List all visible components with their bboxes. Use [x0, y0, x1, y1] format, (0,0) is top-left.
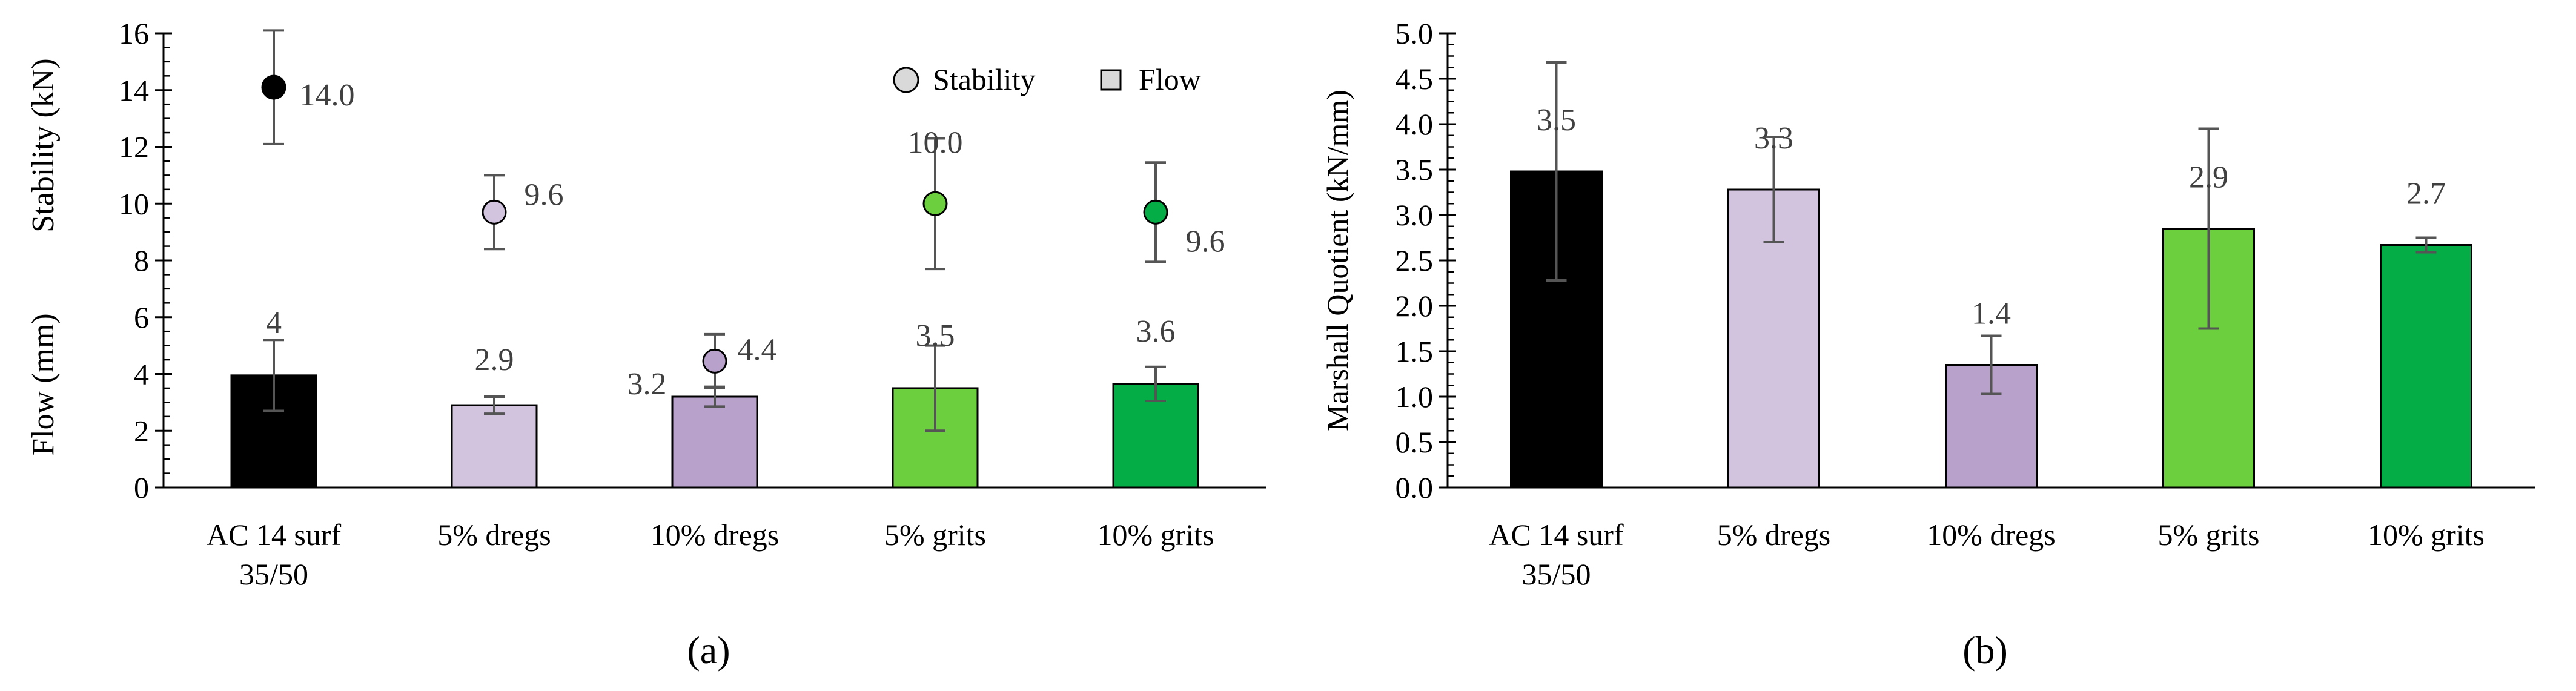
stability-data-label: 9.6: [1186, 224, 1225, 259]
y-tick-label: 4: [134, 357, 149, 391]
category-label: 10% grits: [1097, 518, 1214, 552]
y-tick-label: 2.5: [1396, 243, 1434, 277]
y-tick-label: 4.0: [1396, 107, 1434, 141]
flow-data-label: 3.6: [1136, 314, 1176, 349]
panel-label: (a): [687, 629, 730, 672]
stability-point: [261, 74, 286, 100]
stability-point: [702, 348, 727, 374]
y-tick-label: 12: [119, 130, 149, 164]
category-label: 10% dregs: [651, 518, 779, 552]
mq-data-label: 2.9: [2189, 160, 2228, 195]
panel-a-chart: 4 2.9 3.2 3.5 3.6 14.0 9.6 4.4 10.0 9.6 0 2 4 6 8 10 12 1…: [26, 16, 1266, 672]
panel-label: (b): [1962, 629, 2008, 672]
flow-data-label: 4: [266, 306, 282, 340]
y-tick-label: 2.0: [1396, 289, 1434, 323]
y-tick-label: 4.5: [1396, 62, 1434, 96]
flow-data-label: 3.2: [627, 367, 667, 402]
mq-data-label: 3.3: [1754, 121, 1793, 156]
flow-data-label: 2.9: [475, 343, 514, 377]
y-axis-label-flow: Flow (mm): [26, 313, 61, 455]
legend-flow-label: Flow: [1139, 62, 1201, 96]
y-tick-label: 1.5: [1396, 334, 1434, 368]
flow-data-label: 3.5: [916, 319, 955, 353]
y-axis-label: Marshall Quotient (kN/mm): [1320, 90, 1354, 431]
stability-point: [922, 191, 948, 216]
category-label: 35/50: [1522, 557, 1591, 591]
category-label: 5% dregs: [437, 518, 551, 552]
category-label: 5% grits: [2157, 518, 2259, 552]
mq-data-label: 3.5: [1537, 103, 1576, 137]
stability-data-label: 10.0: [908, 125, 963, 160]
mq-data-label: 2.7: [2406, 177, 2446, 211]
stability-data-label: 14.0: [300, 78, 355, 113]
y-tick-label: 14: [119, 73, 149, 107]
y-tick-label: 0.0: [1396, 471, 1434, 504]
flow-bar: [671, 395, 758, 489]
category-label: 10% dregs: [1927, 518, 2055, 552]
y-tick-label: 8: [134, 243, 149, 277]
y-tick-label: 0.5: [1396, 425, 1434, 459]
y-tick-label: 2: [134, 414, 149, 448]
category-label: 35/50: [239, 557, 308, 591]
stability-data-label: 4.4: [738, 332, 777, 367]
category-label: AC 14 surf: [1489, 518, 1624, 552]
legend-stability-label: Stability: [933, 62, 1035, 96]
mq-data-label: 1.4: [1972, 297, 2011, 331]
category-label: 5% dregs: [1717, 518, 1830, 552]
y-tick-label: 0: [134, 471, 149, 504]
legend-stability-marker: [893, 67, 919, 93]
y-axis-label-stability: Stability (kN): [26, 58, 61, 232]
y-tick-label: 3.5: [1396, 153, 1434, 187]
y-tick-label: 16: [119, 16, 149, 50]
category-label: 10% grits: [2368, 518, 2485, 552]
mq-bar: [2380, 244, 2472, 489]
y-tick-label: 3.0: [1396, 198, 1434, 232]
y-tick-label: 1.0: [1396, 380, 1434, 414]
stability-point: [482, 199, 507, 225]
y-tick-label: 5.0: [1396, 16, 1434, 50]
stability-data-label: 9.6: [525, 177, 564, 212]
panel-b-chart: 3.5 3.3 1.4 2.9 2.7 0.0 0.5 1.0 1.5 2.0 2.5 3.0 3.5 4…: [1320, 16, 2535, 672]
y-tick-label: 6: [134, 300, 149, 334]
category-label: 5% grits: [884, 518, 986, 552]
flow-bar: [451, 404, 538, 489]
category-label: AC 14 surf: [207, 518, 342, 552]
legend-flow-marker: [1100, 69, 1122, 91]
y-tick-label: 10: [119, 187, 149, 220]
stability-point: [1143, 199, 1168, 225]
